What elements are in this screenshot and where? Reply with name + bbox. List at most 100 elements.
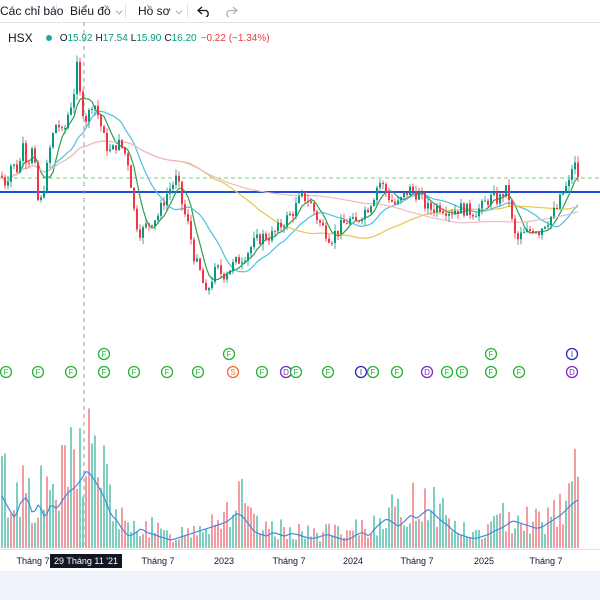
- candle-body: [82, 91, 84, 117]
- event-marker[interactable]: [484, 347, 498, 361]
- candle-body: [319, 220, 321, 223]
- candle-body: [499, 194, 501, 204]
- event-markers: F F F F F F F S F D F F I F F D F F F F DF F F I: [0, 347, 579, 379]
- x-tick-label: Tháng 7: [141, 556, 175, 566]
- volume-bar: [82, 496, 84, 548]
- volume-bar: [175, 539, 177, 548]
- volume-bar: [115, 509, 117, 548]
- candle-body: [487, 200, 489, 205]
- candle-body: [292, 213, 294, 217]
- volume-bar: [433, 486, 435, 548]
- volume-bar: [460, 534, 462, 548]
- event-marker[interactable]: [222, 347, 236, 361]
- undo-button[interactable]: [197, 2, 211, 20]
- candle-body: [124, 147, 126, 154]
- volume-bar: [76, 488, 78, 548]
- high-value: 17.54: [102, 32, 128, 44]
- event-marker[interactable]: [97, 347, 111, 361]
- candle-body: [235, 257, 237, 263]
- event-marker[interactable]: [512, 365, 526, 379]
- candle-body: [232, 262, 234, 271]
- event-marker[interactable]: [420, 365, 434, 379]
- event-marker-letter: F: [395, 368, 400, 377]
- volume-bar: [79, 428, 81, 548]
- candle-body: [430, 202, 432, 210]
- candle-body: [520, 232, 522, 240]
- event-marker[interactable]: [484, 365, 498, 379]
- volume-bar: [112, 521, 114, 548]
- candle-body: [79, 61, 81, 92]
- ma-short-line: [1, 97, 579, 281]
- profile-button[interactable]: Hồ sơ ⌵: [138, 2, 182, 20]
- candle-body: [397, 200, 399, 204]
- volume-bar: [136, 531, 138, 548]
- event-marker[interactable]: [64, 365, 78, 379]
- redo-button[interactable]: [224, 2, 238, 20]
- event-marker[interactable]: [289, 365, 303, 379]
- event-marker[interactable]: [565, 365, 579, 379]
- volume-bar: [247, 506, 249, 548]
- low-value: 15.90: [136, 32, 162, 44]
- volume-bar: [481, 539, 483, 548]
- candle-body: [307, 201, 309, 203]
- candle-body: [553, 207, 555, 217]
- event-marker[interactable]: [127, 365, 141, 379]
- event-marker[interactable]: [160, 365, 174, 379]
- event-marker[interactable]: [565, 347, 579, 361]
- candle-body: [127, 153, 129, 166]
- volume-bar: [568, 483, 570, 548]
- event-marker-letter: F: [196, 368, 201, 377]
- event-marker[interactable]: [440, 365, 454, 379]
- candle-body: [88, 109, 90, 122]
- candle-body: [448, 213, 450, 216]
- candle-body: [226, 274, 228, 280]
- candle-body: [43, 191, 45, 198]
- volume-bar: [40, 465, 42, 548]
- volume-bar: [67, 486, 69, 548]
- event-marker[interactable]: [366, 365, 380, 379]
- volume-bar: [565, 500, 567, 548]
- volume-bar: [214, 524, 216, 548]
- candle-body: [559, 194, 561, 209]
- candle-body: [403, 192, 405, 198]
- candle-body: [436, 205, 438, 213]
- chart-type-button[interactable]: Biểu đồ ⌵: [70, 2, 123, 20]
- event-marker[interactable]: [226, 365, 240, 379]
- candle-body: [67, 114, 69, 128]
- event-marker[interactable]: [0, 365, 13, 379]
- volume-bar: [232, 514, 234, 548]
- volume-bar: [340, 534, 342, 548]
- volume-bar: [337, 526, 339, 548]
- volume-bar: [154, 532, 156, 548]
- candle-body: [394, 201, 396, 204]
- event-marker[interactable]: [97, 365, 111, 379]
- candle-body: [415, 191, 417, 200]
- candle-body: [115, 145, 117, 151]
- candle-body: [358, 220, 360, 222]
- candle-body: [286, 215, 288, 227]
- indicators-button[interactable]: Các chỉ báo: [0, 2, 63, 20]
- event-marker[interactable]: [31, 365, 45, 379]
- event-marker[interactable]: [255, 365, 269, 379]
- candle-body: [217, 265, 219, 268]
- x-tick-label: Tháng 7: [16, 556, 50, 566]
- candle-body: [556, 207, 558, 209]
- event-marker[interactable]: [321, 365, 335, 379]
- candle-body: [184, 204, 186, 215]
- volume-bar: [169, 534, 171, 548]
- event-marker-letter: F: [102, 350, 107, 359]
- symbol-label[interactable]: HSX: [8, 31, 33, 45]
- event-marker[interactable]: [354, 365, 368, 379]
- candle-body: [7, 181, 9, 186]
- x-tick-label: Tháng 7: [529, 556, 563, 566]
- event-marker[interactable]: [390, 365, 404, 379]
- event-marker[interactable]: [455, 365, 469, 379]
- volume-bar: [388, 507, 390, 548]
- event-marker[interactable]: [191, 365, 205, 379]
- event-marker-letter: I: [571, 350, 573, 359]
- candle-body: [472, 215, 474, 217]
- candle-body: [244, 260, 246, 263]
- volume-bar: [487, 524, 489, 548]
- volume-bar: [427, 520, 429, 548]
- price-chart[interactable]: F F F F F F F S F D F F I F F D F F F F DF F F I: [0, 22, 600, 549]
